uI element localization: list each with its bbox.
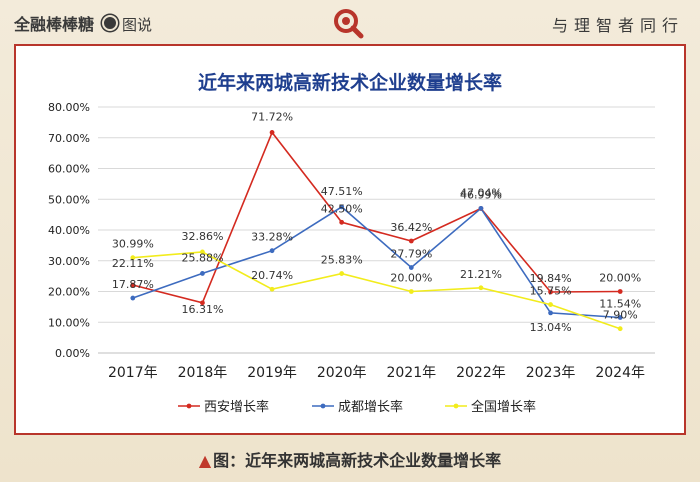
caption-text: 图：近年来两城高新技术企业数量增长率 <box>213 451 502 470</box>
y-axis: 0.00% 10.00% 20.00% 30.00% 40.00% 50.00% 60.00… <box>48 101 90 360</box>
data-point <box>269 130 275 135</box>
legend-label: 西安增长率 <box>204 399 269 415</box>
data-point <box>408 265 414 270</box>
chart-title: 近年来两城高新技术企业数量增长率 <box>198 71 502 94</box>
data-point <box>130 255 136 261</box>
grid <box>98 106 655 354</box>
data-label: 47.51% <box>321 185 363 198</box>
data-label: 16.31% <box>181 303 223 316</box>
series-lines <box>132 130 621 330</box>
triangle-icon: ▲ <box>198 451 212 470</box>
data-label: 17.87% <box>112 278 154 291</box>
data-point <box>408 289 414 294</box>
data-label: 7.90% <box>603 309 638 322</box>
data-point <box>130 282 136 288</box>
data-point <box>200 300 205 306</box>
chart-frame <box>14 44 686 435</box>
data-label: 71.72% <box>251 110 293 123</box>
legend-marker <box>186 403 192 409</box>
x-axis: 2017年 2018年 2019年 2020年 2021年 2022年 2023年 2024年 <box>108 365 645 381</box>
data-label: 20.74% <box>251 269 293 282</box>
y-tick-label: 40.00% <box>48 224 90 237</box>
y-tick-label: 60.00% <box>48 163 90 176</box>
data-label: 36.42% <box>390 221 432 234</box>
data-label: 42.50% <box>321 202 363 215</box>
legend-label: 全国增长率 <box>471 399 536 415</box>
y-tick-label: 30.00% <box>48 255 90 268</box>
brand-logo: 全融棒棒糖 图说 <box>14 11 152 35</box>
header: 全融棒棒糖 图说 与理智者同行 <box>0 0 700 44</box>
data-label: 25.83% <box>321 254 363 267</box>
legend-label: 成都增长率 <box>338 399 403 415</box>
x-tick-label: 2022年 <box>456 365 506 381</box>
y-tick-label: 70.00% <box>48 132 90 145</box>
data-point <box>200 249 205 255</box>
data-label: 46.99% <box>460 189 502 202</box>
x-tick-label: 2017年 <box>108 365 158 381</box>
data-point <box>617 289 623 294</box>
magnifier-icon <box>334 9 364 39</box>
data-point <box>617 315 623 320</box>
figure-caption: ▲ 图：近年来两城高新技术企业数量增长率 <box>0 440 700 482</box>
data-label: 19.84% <box>530 272 572 285</box>
x-tick-label: 2021年 <box>386 365 436 381</box>
data-point <box>339 219 345 225</box>
data-label: 20.00% <box>390 272 432 285</box>
data-label: 33.28% <box>251 231 293 244</box>
series-line <box>132 205 621 319</box>
data-point <box>269 248 275 254</box>
data-label: 13.04% <box>530 321 572 334</box>
data-label: 21.21% <box>460 268 502 281</box>
data-point <box>200 271 205 276</box>
y-tick-label: 20.00% <box>48 286 90 299</box>
data-label: 15.75% <box>530 285 572 298</box>
data-point <box>130 295 136 301</box>
y-tick-label: 50.00% <box>48 193 90 206</box>
legend: 西安增长率 成都增长率 全国增长率 <box>178 399 536 415</box>
data-point <box>478 205 484 211</box>
brand-tag: 图说 <box>122 16 153 34</box>
x-tick-label: 2020年 <box>317 365 367 381</box>
series-points <box>130 130 623 332</box>
x-tick-label: 2018年 <box>178 365 228 381</box>
x-tick-label: 2024年 <box>595 365 645 381</box>
series-line <box>132 251 621 330</box>
data-point <box>269 286 275 292</box>
data-point <box>339 204 345 210</box>
data-labels: 22.11% 16.31% 71.72% 42.50% 36.42% 46.99% 19.8… <box>112 110 641 333</box>
y-tick-label: 10.00% <box>48 316 90 329</box>
data-point <box>548 302 553 307</box>
data-point <box>478 285 484 291</box>
x-tick-label: 2019年 <box>247 365 297 381</box>
brand-name: 全融棒棒糖 <box>14 15 95 34</box>
data-label: 47.04% <box>460 186 502 199</box>
motto: 与理智者同行 <box>551 16 684 35</box>
data-point <box>548 310 553 316</box>
data-point <box>339 271 345 276</box>
data-label: 22.11% <box>112 257 154 270</box>
data-point <box>408 238 414 244</box>
data-label: 11.54% <box>599 298 641 311</box>
data-label: 20.00% <box>599 272 641 285</box>
data-point <box>548 289 553 295</box>
data-point <box>617 326 623 332</box>
data-label: 30.99% <box>112 238 154 251</box>
data-label: 27.79% <box>390 248 432 261</box>
legend-marker <box>453 403 459 409</box>
y-tick-label: 80.00% <box>48 101 90 114</box>
series-line <box>132 130 621 304</box>
data-label: 25.88% <box>181 251 223 264</box>
legend-marker <box>320 403 326 409</box>
x-tick-label: 2023年 <box>526 365 576 381</box>
data-label: 32.86% <box>181 230 223 243</box>
y-tick-label: 0.00% <box>55 347 90 360</box>
record-icon <box>102 15 119 31</box>
